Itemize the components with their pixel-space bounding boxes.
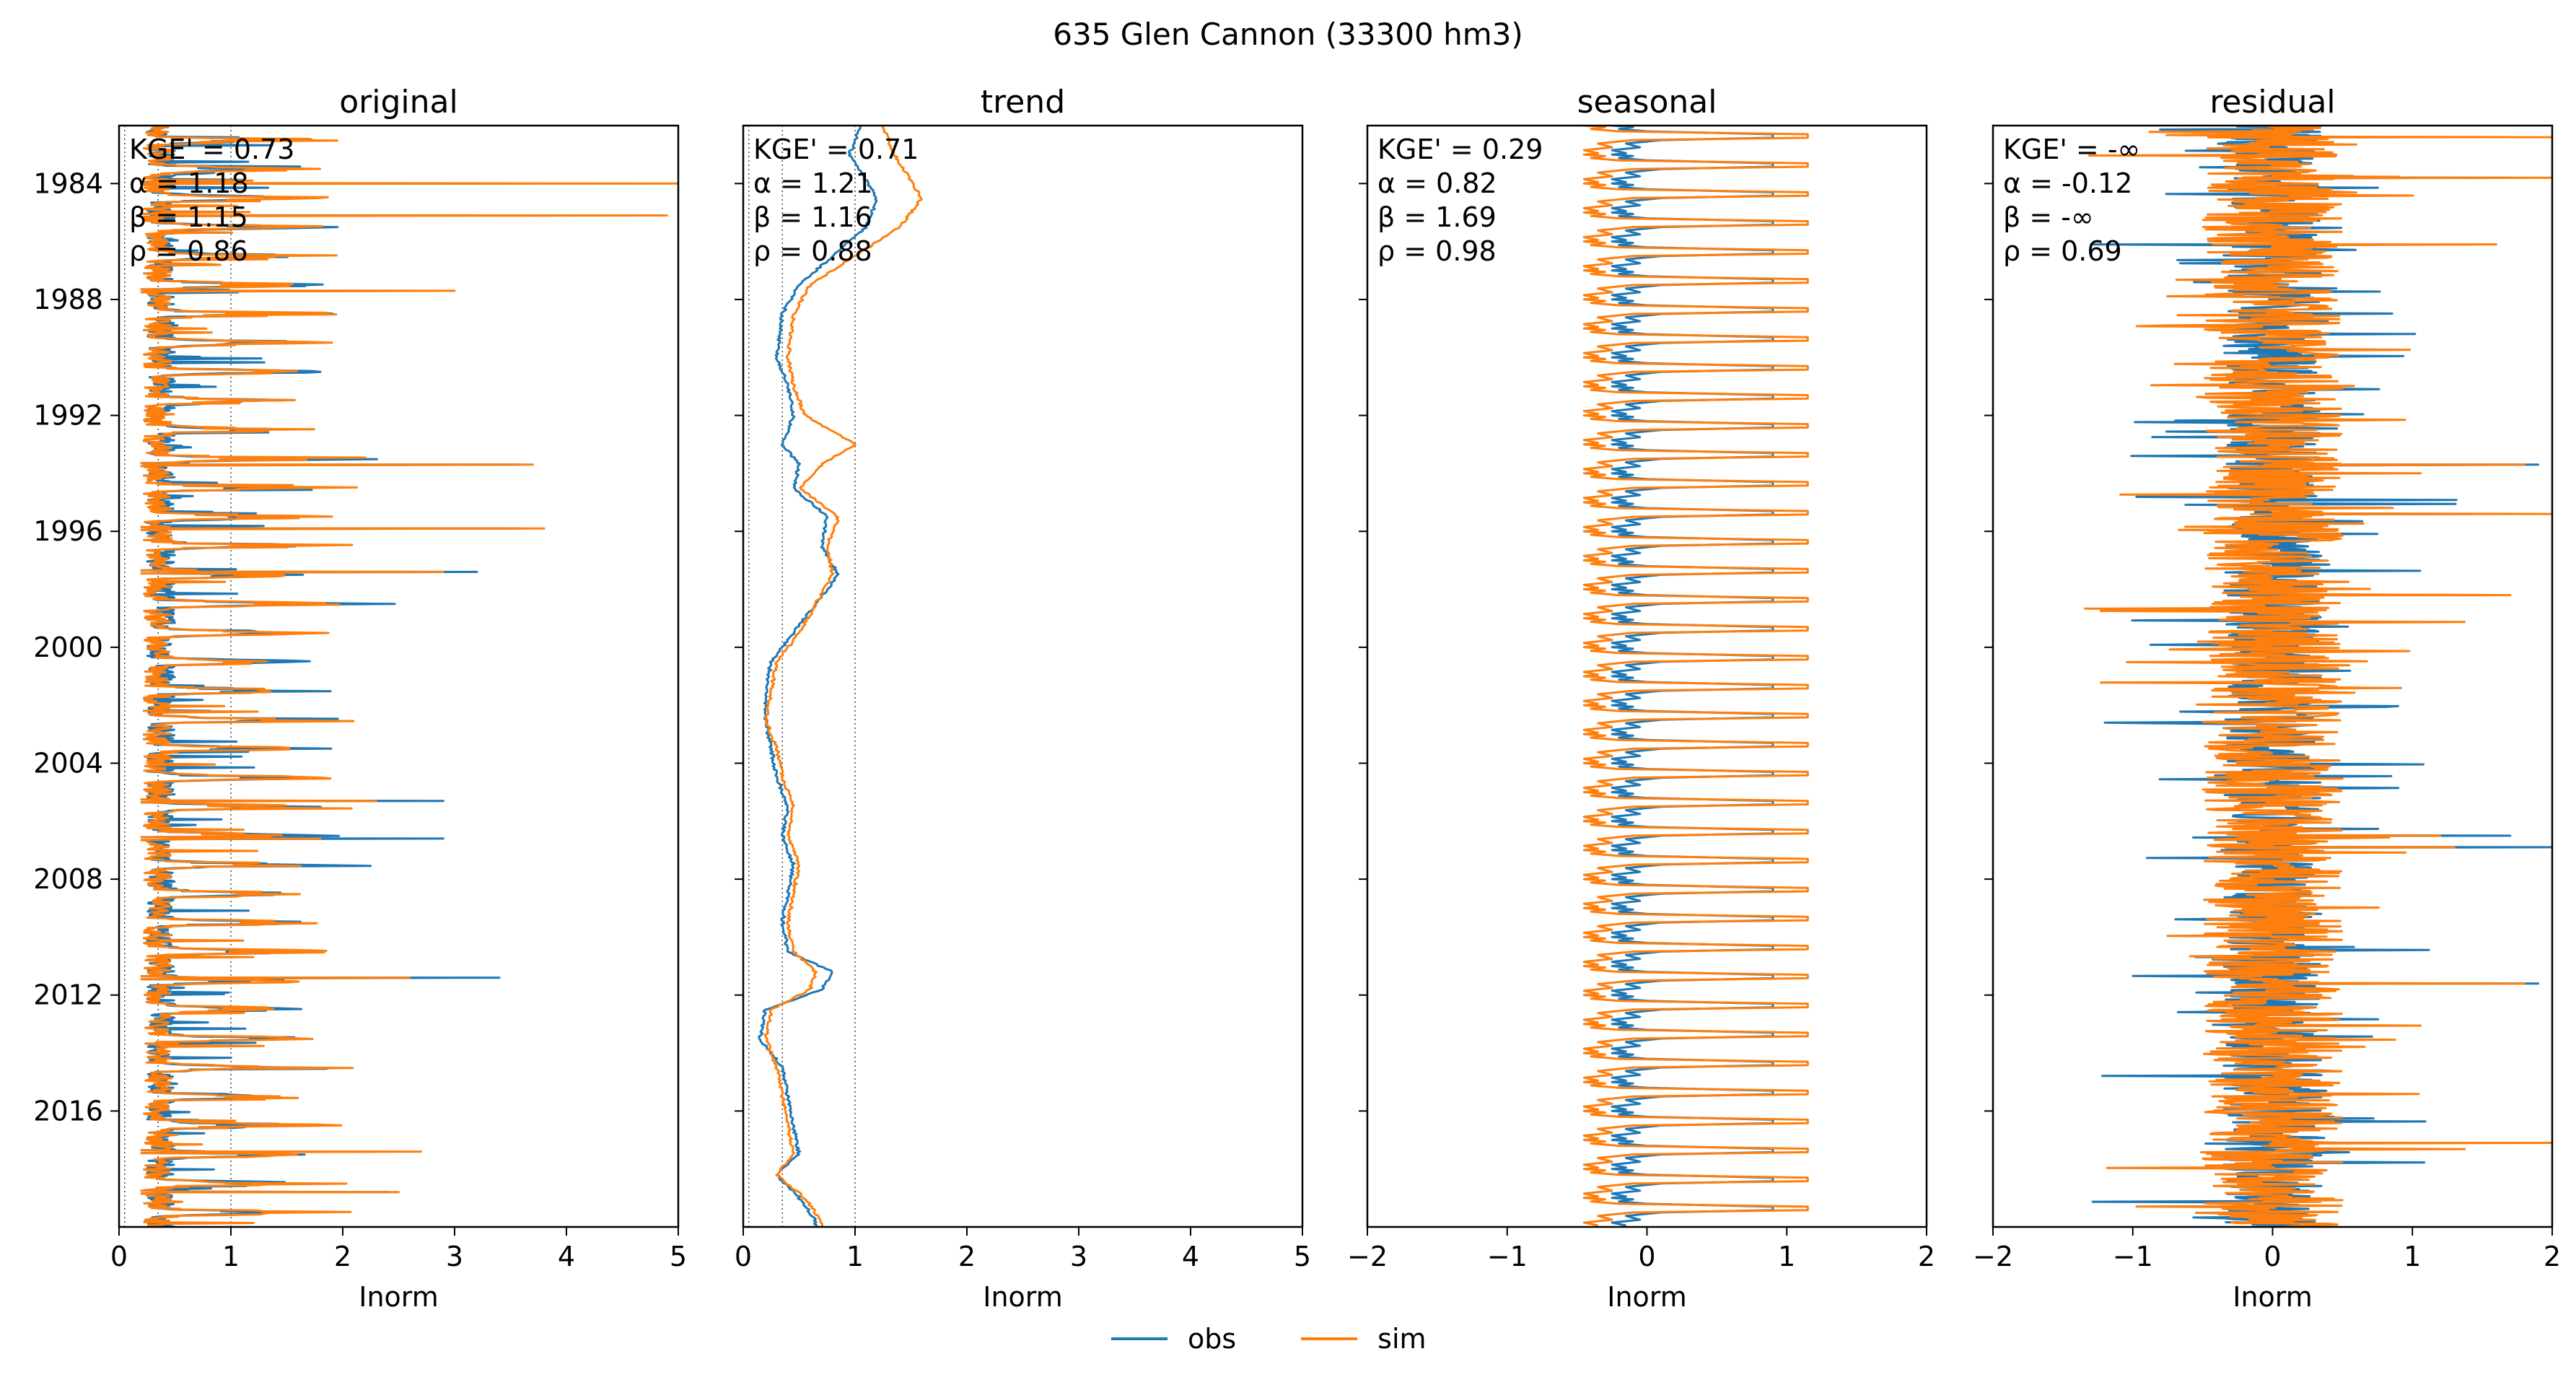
x-tick-label: −1 [2113,1241,2153,1272]
x-tick-label: −2 [1347,1241,1388,1272]
plot-area [124,126,678,1227]
panel-trend: trend KGE' = 0.71α = 1.21β = 1.16ρ = 0.88… [735,84,1311,1313]
x-tick-label: 2 [958,1241,976,1272]
metric-label: KGE' = 0.29 [1377,134,1543,165]
x-axis-label: Inorm [2233,1281,2313,1313]
series-sim-line [2084,126,2552,1227]
metric-label: KGE' = 0.71 [753,134,919,165]
legend-swatch-obs [1111,1337,1167,1340]
x-axis-label: Inorm [359,1281,439,1313]
panel-title: original [339,84,457,121]
figure-suptitle: 635 Glen Cannon (33300 hm3) [1053,17,1523,52]
metric-label: KGE' = -∞ [2003,134,2140,165]
metric-label: α = 1.21 [753,167,873,199]
plot-area [748,126,923,1227]
y-tick-label: 2004 [33,747,103,779]
panel-seasonal: seasonal KGE' = 0.29α = 0.82β = 1.69ρ = 0… [1347,84,1935,1313]
legend: obs sim [1111,1317,1427,1360]
panel-title: trend [981,84,1065,121]
metric-label: β = 1.69 [1377,201,1497,233]
panel-title: residual [2209,84,2335,121]
x-tick-label: 5 [670,1241,687,1272]
metric-label: ρ = 0.69 [2003,235,2122,267]
metric-label: α = -0.12 [2003,167,2132,199]
y-tick-label: 1992 [33,400,103,432]
metric-label: α = 1.18 [129,167,249,199]
series-sim-line [763,126,923,1227]
axes-frame [1366,124,1928,1228]
x-tick-label: 1 [1778,1241,1795,1272]
panel-title: seasonal [1577,84,1717,121]
x-axis-label: Inorm [1607,1281,1687,1313]
x-tick-label: 2 [2544,1241,2561,1272]
metric-label: β = 1.15 [129,201,248,233]
y-tick-label: 1996 [33,515,103,547]
x-tick-label: 1 [222,1241,240,1272]
metric-label: α = 0.82 [1377,167,1497,199]
y-tick-label: 1988 [33,284,103,315]
axes-frame [742,124,1304,1228]
y-tick-label: 2000 [33,632,103,663]
metric-label: ρ = 0.86 [129,235,248,267]
axes-frame [118,124,680,1228]
legend-label-sim: sim [1377,1323,1427,1355]
legend-item-sim: sim [1301,1323,1427,1355]
x-axis-label: Inorm [983,1281,1063,1313]
y-tick-label: 2008 [33,863,103,895]
plot-area [1582,126,1809,1227]
legend-item-obs: obs [1111,1323,1236,1355]
panel-residual: residual KGE' = -∞α = -0.12β = -∞ρ = 0.69… [1973,84,2561,1313]
y-tick-label: 2012 [33,979,103,1011]
series-sim-line [140,126,678,1227]
x-tick-label: 3 [1070,1241,1087,1272]
x-tick-label: −2 [1973,1241,2013,1272]
x-tick-label: 1 [846,1241,864,1272]
metric-label: ρ = 0.88 [753,235,872,267]
x-tick-label: 4 [558,1241,575,1272]
x-tick-label: 4 [1182,1241,1199,1272]
x-tick-label: 0 [1638,1241,1655,1272]
metric-label: ρ = 0.98 [1377,235,1497,267]
y-tick-label: 2016 [33,1095,103,1127]
series-obs-line [758,126,878,1227]
plot-area [2084,126,2552,1227]
metric-label: KGE' = 0.73 [129,134,294,165]
metric-label: β = -∞ [2003,201,2094,233]
y-tick-label: 1984 [33,167,103,199]
x-tick-label: 0 [2264,1241,2281,1272]
x-tick-label: 3 [446,1241,463,1272]
legend-swatch-sim [1301,1337,1358,1340]
panel-original: original KGE' = 0.73α = 1.18β = 1.15ρ = 0… [33,84,687,1313]
series-sim-line [1582,126,1809,1227]
x-tick-label: 1 [2404,1241,2421,1272]
x-tick-label: 2 [334,1241,351,1272]
x-tick-label: 2 [1918,1241,1935,1272]
x-tick-label: 0 [110,1241,128,1272]
x-tick-label: 0 [735,1241,752,1272]
x-tick-label: −1 [1487,1241,1528,1272]
legend-label-obs: obs [1188,1323,1237,1355]
x-tick-label: 5 [1294,1241,1311,1272]
metric-label: β = 1.16 [753,201,872,233]
